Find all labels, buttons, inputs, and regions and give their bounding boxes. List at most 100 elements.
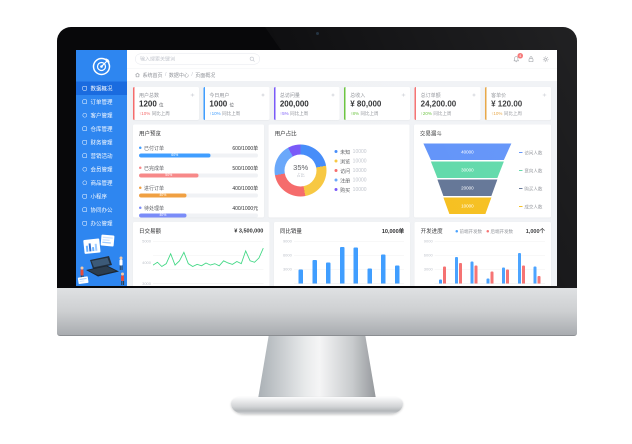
kpi-value: 1000: [209, 100, 228, 109]
kpi-value: 24,200.00: [420, 100, 457, 109]
breadcrumb-item[interactable]: 系统首页: [142, 73, 163, 79]
progress-row: 已完成单 500/1000单 50%: [139, 164, 259, 178]
y-tick: 9000: [282, 238, 292, 244]
y-tick: 4000: [142, 260, 151, 265]
gear-icon[interactable]: [261, 92, 265, 97]
legend-dot: [334, 188, 338, 191]
goods-icon: [82, 180, 87, 185]
kpi-note: 同比上周: [290, 111, 309, 116]
gear-icon[interactable]: [331, 92, 336, 97]
top-header: 4: [127, 50, 557, 68]
sidebar-item-goods[interactable]: 商品管理: [76, 176, 127, 190]
sidebar-item-members[interactable]: 会员管理: [76, 163, 127, 177]
sidebar-item-finance[interactable]: 财务管理: [76, 136, 127, 150]
sidebar-item-label: 订单管理: [90, 99, 113, 106]
legend-dot: [518, 206, 523, 207]
kpi-title: 今日用户: [209, 93, 230, 99]
progress-value: 600/1000单: [232, 146, 259, 152]
panel-daily-line: 日交易额 ¥ 3,500,000 5000 4000 3000: [133, 222, 270, 286]
dashboard: 数据概况 订单管理 客户管理 仓库管理 财务管理 营销活动 会员管理 商品管理 …: [76, 50, 557, 286]
progress-row: 待处理单 400/1000元 40%: [139, 204, 259, 218]
progress-track: 60%: [139, 153, 259, 158]
funnel-chart: 40000 30000 20000 10000 访问人数 意向人数 购买人数: [420, 143, 545, 214]
progress-fill: 60%: [139, 153, 211, 158]
chart-legend: 前端开发数 后端开发数: [455, 228, 513, 235]
sidebar-item-label: 办公管理: [90, 220, 113, 227]
y-tick: 6000: [282, 252, 292, 258]
sidebar-item-collab[interactable]: 协同办公: [76, 203, 127, 217]
y-tick: 9000: [423, 238, 433, 244]
home-icon: [135, 72, 140, 77]
gear-icon[interactable]: [542, 92, 547, 97]
legend-label: 未知: [340, 149, 351, 156]
sidebar-item-label: 财务管理: [90, 139, 113, 146]
sidebar-item-overview[interactable]: 数据概况: [76, 81, 127, 95]
header-icons: 4: [513, 52, 550, 63]
progress-label: 待处理单: [144, 206, 164, 212]
panel-title: 用户预览: [139, 131, 161, 137]
sidebar-item-orders[interactable]: 订单管理: [76, 95, 127, 109]
sidebar-item-campaign[interactable]: 营销活动: [76, 149, 127, 163]
progress-row: 已付订单 600/1000单 60%: [139, 144, 259, 158]
progress-fill: 40%: [139, 213, 187, 218]
settings-gear-icon[interactable]: [542, 56, 550, 63]
legend-item[interactable]: 未知 10000: [334, 148, 367, 156]
lock-icon[interactable]: [528, 56, 534, 63]
kpi-card-total-orders: 总订单额 24,200.00 ↑20% 同比上周: [414, 87, 481, 120]
funnel-layer: 10000: [443, 197, 492, 214]
campaign-icon: [82, 153, 87, 158]
funnel-label: 意向人数: [518, 162, 542, 180]
panel-user-progress: 用户预览 已付订单 600/1000单 60% 已完成单 500/1000单 50%: [133, 124, 265, 218]
gear-icon[interactable]: [472, 92, 476, 97]
legend-value: 10000: [352, 158, 367, 164]
sidebar-item-customers[interactable]: 客户管理: [76, 109, 127, 123]
legend-value: 10000: [352, 177, 367, 183]
breadcrumb-separator: /: [191, 72, 193, 78]
legend-item[interactable]: 浏览 10000: [334, 157, 367, 165]
sidebar-item-office[interactable]: 办公管理: [76, 217, 127, 231]
legend-item[interactable]: 前端开发数: [455, 228, 482, 235]
y-tick: 3000: [142, 281, 151, 286]
kpi-title: 总订单额: [420, 93, 441, 99]
panel-sales-bars: 同比销量 10,000单 9000 6000 3000: [273, 222, 411, 286]
sidebar-item-warehouse[interactable]: 仓库管理: [76, 122, 127, 136]
legend-item[interactable]: 后端开发数: [486, 228, 513, 235]
legend-item[interactable]: 购买 10000: [334, 186, 367, 193]
panel-title: 同比销量: [279, 228, 302, 235]
donut-center-label: 占比: [296, 172, 305, 178]
kpi-title: 用户总数: [139, 93, 159, 99]
legend-dot: [334, 169, 338, 172]
kpi-note: 同比上周: [151, 111, 170, 116]
search-icon[interactable]: [249, 56, 256, 62]
warehouse-icon: [82, 126, 87, 131]
sidebar-item-miniapp[interactable]: 小程序: [76, 190, 127, 204]
donut-legend: 未知 10000 浏览 10000 访问 10000 注册 10000 购买 10000: [334, 146, 367, 196]
progress-row: 进行订单 400/1000单 40%: [139, 184, 259, 198]
notification-bell-icon[interactable]: 4: [513, 52, 523, 63]
legend-value: 10000: [352, 186, 367, 193]
sidebar: 数据概况 订单管理 客户管理 仓库管理 财务管理 营销活动 会员管理 商品管理 …: [76, 50, 127, 286]
gear-icon[interactable]: [190, 92, 195, 97]
panel-title: 日交易额: [139, 228, 161, 235]
panel-total: 10,000单: [381, 228, 405, 235]
kpi-delta: ↑8%: [350, 111, 359, 116]
progress-fill: 40%: [139, 193, 187, 198]
legend-item[interactable]: 访问 10000: [334, 167, 367, 174]
kpi-delta: ↑10%: [209, 111, 221, 116]
search-input[interactable]: [140, 56, 250, 62]
kpi-value: 200,000: [279, 100, 309, 109]
breadcrumb-item-current: 页面概况: [195, 73, 216, 79]
grouped-bar-chart: 9000 6000 3000: [424, 239, 546, 284]
legend-item[interactable]: 注册 10000: [334, 176, 367, 184]
series-dot: [139, 146, 142, 149]
donut-chart: 35% 占比: [274, 144, 327, 197]
legend-dot: [334, 178, 338, 182]
monitor-stand-base: [231, 397, 403, 414]
breadcrumb-separator: /: [165, 72, 167, 78]
y-tick: 3000: [282, 266, 292, 272]
gear-icon[interactable]: [401, 92, 406, 97]
breadcrumb-item[interactable]: 数据中心: [168, 73, 189, 79]
home-icon: [82, 86, 87, 91]
monitor-bezel: 数据概况 订单管理 客户管理 仓库管理 财务管理 营销活动 会员管理 商品管理 …: [57, 27, 577, 288]
member-icon: [82, 167, 87, 172]
